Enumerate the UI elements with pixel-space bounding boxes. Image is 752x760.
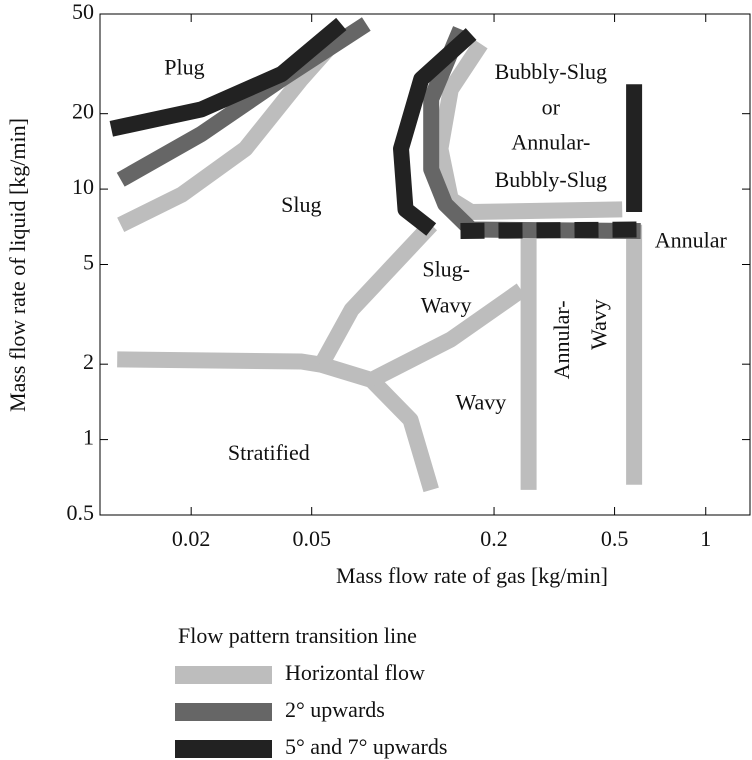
x-tick-label: 0.2 [480, 526, 508, 551]
legend-swatch [175, 703, 272, 721]
region-label: Wavy [456, 390, 507, 415]
region-label: Annular- [511, 129, 590, 154]
region-label: Wavy [421, 292, 472, 317]
region-label: Plug [164, 54, 204, 79]
plot-lines [109, 17, 643, 493]
region-label: Bubbly-Slug [495, 59, 607, 84]
region-label: Bubbly-Slug [495, 167, 607, 192]
y-tick-label: 20 [72, 99, 94, 124]
transition-line [117, 351, 439, 493]
region-label: Slug- [422, 257, 470, 282]
transition-line [109, 17, 347, 137]
transition-line [460, 221, 641, 239]
transition-line [116, 17, 371, 187]
transition-line [314, 219, 438, 369]
region-label: Stratified [228, 440, 310, 465]
plot-frame [99, 13, 751, 516]
transition-line [367, 283, 526, 388]
transition-line [432, 39, 623, 220]
transition-line [393, 28, 477, 236]
y-tick-label: 5 [83, 250, 94, 275]
x-tick-label: 0.02 [172, 526, 211, 551]
region-label: Annular- [549, 300, 574, 379]
legend-swatch [175, 666, 272, 684]
region-label: Wavy [586, 299, 611, 350]
legend-label: 2° upwards [285, 697, 385, 722]
y-tick-label: 2 [83, 349, 94, 374]
y-axis-label: Mass flow rate of liquid [kg/min] [5, 118, 30, 412]
legend-label: Horizontal flow [285, 660, 425, 685]
region-label: Annular [655, 228, 728, 253]
region-label: Slug [281, 192, 321, 217]
y-tick-label: 0.5 [67, 500, 95, 525]
y-tick-label: 50 [72, 0, 94, 24]
x-tick-label: 0.5 [601, 526, 629, 551]
x-tick-label: 1 [700, 526, 711, 551]
legend-title: Flow pattern transition line [178, 623, 417, 648]
y-tick-label: 10 [72, 174, 94, 199]
y-tick-label: 1 [83, 425, 94, 450]
legend-swatch [175, 740, 272, 758]
region-label: or [542, 94, 561, 119]
x-axis-label: Mass flow rate of gas [kg/min] [336, 563, 608, 588]
legend-label: 5° and 7° upwards [285, 734, 447, 759]
x-tick-label: 0.05 [292, 526, 331, 551]
